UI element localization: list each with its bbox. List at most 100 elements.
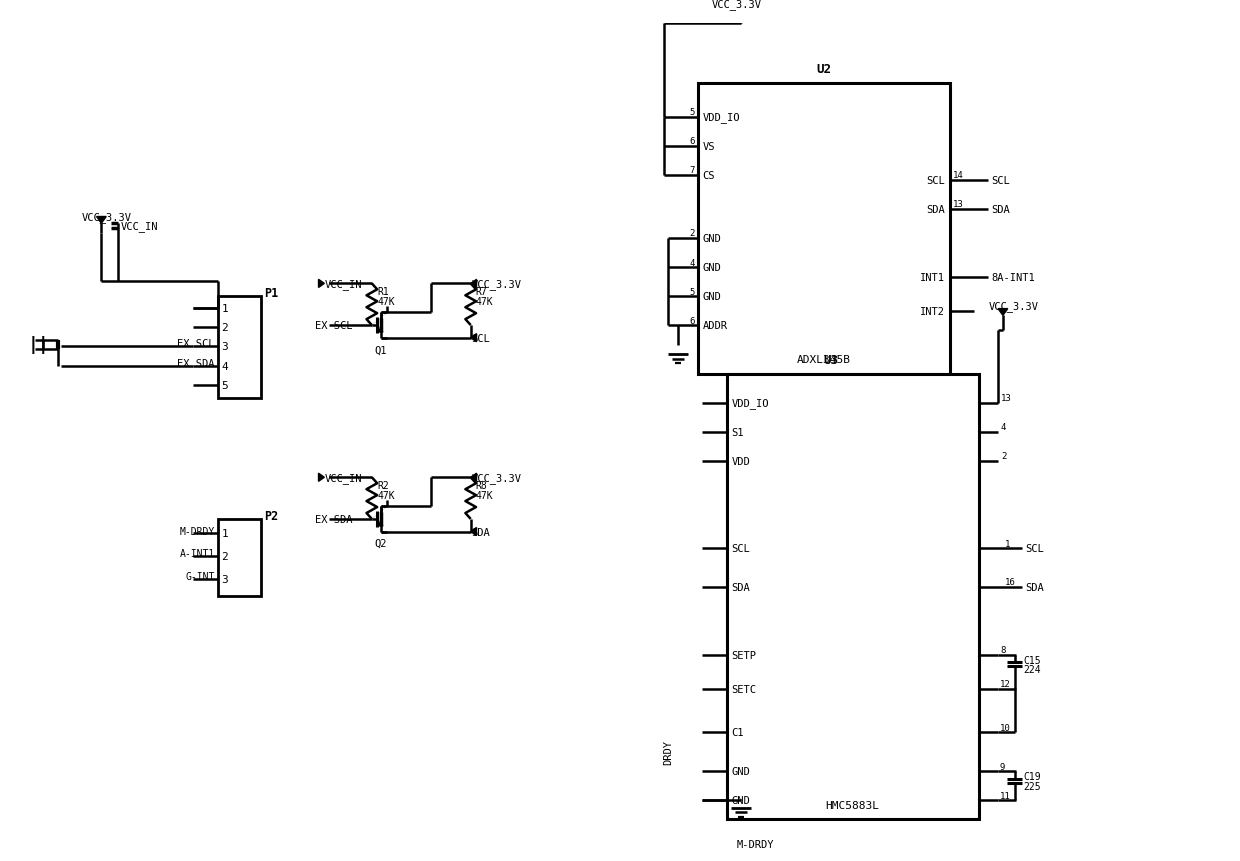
Text: R7: R7 [476, 287, 487, 297]
Polygon shape [471, 474, 476, 482]
Text: 16: 16 [1004, 578, 1016, 587]
Text: EX SDA: EX SDA [315, 514, 352, 524]
Text: 47K: 47K [476, 490, 494, 500]
Text: R2: R2 [378, 480, 389, 491]
Text: M-DRDY: M-DRDY [180, 526, 215, 536]
Text: GND: GND [732, 796, 750, 805]
Text: 10: 10 [999, 723, 1011, 732]
Text: 6: 6 [689, 316, 694, 325]
Text: 1: 1 [222, 303, 228, 313]
Text: 12: 12 [999, 679, 1011, 689]
Text: Q1: Q1 [374, 345, 387, 355]
Polygon shape [998, 309, 1008, 316]
Text: INT1: INT1 [920, 272, 945, 282]
Text: ||: || [27, 336, 50, 354]
Polygon shape [319, 474, 325, 482]
Text: SDA: SDA [991, 205, 1011, 214]
Text: SETC: SETC [732, 684, 756, 694]
Text: VS: VS [702, 141, 715, 152]
Text: P1: P1 [264, 286, 279, 300]
Text: VCC_IN: VCC_IN [325, 279, 362, 289]
Text: 4: 4 [222, 362, 228, 371]
Text: SDA: SDA [926, 205, 945, 214]
Text: 4: 4 [689, 258, 694, 267]
Text: R1: R1 [378, 287, 389, 297]
Text: ADXL345B: ADXL345B [796, 355, 851, 364]
Polygon shape [471, 528, 476, 536]
Polygon shape [471, 280, 476, 288]
Text: SDA: SDA [1025, 582, 1044, 592]
Text: VCC_3.3V: VCC_3.3V [471, 473, 522, 483]
Polygon shape [737, 4, 746, 11]
Text: EX SCL: EX SCL [315, 320, 352, 331]
Text: 47K: 47K [378, 296, 396, 307]
Text: SETP: SETP [732, 650, 756, 660]
Text: Q2: Q2 [374, 538, 387, 548]
Text: 5: 5 [689, 288, 694, 296]
Text: 4: 4 [1001, 423, 1007, 432]
Text: 1: 1 [222, 529, 228, 539]
Text: VDD: VDD [732, 456, 750, 467]
Text: GND: GND [702, 292, 722, 301]
Text: M-DRDY: M-DRDY [737, 839, 774, 849]
Text: VCC_IN: VCC_IN [120, 220, 159, 232]
Text: VCC_3.3V: VCC_3.3V [712, 0, 763, 9]
Text: 2: 2 [222, 551, 228, 561]
Text: VCC_IN: VCC_IN [325, 473, 362, 483]
Text: VCC_3.3V: VCC_3.3V [471, 279, 522, 289]
Text: C19: C19 [1023, 771, 1040, 781]
Text: 5: 5 [689, 108, 694, 117]
Text: SCL: SCL [732, 543, 750, 554]
Bar [727, 375, 978, 820]
Text: EX SCL: EX SCL [177, 339, 215, 349]
Text: SCL: SCL [1025, 543, 1044, 554]
Text: VDD_IO: VDD_IO [732, 398, 769, 409]
Polygon shape [97, 217, 107, 224]
Text: C1: C1 [732, 728, 744, 737]
Text: GND: GND [702, 263, 722, 273]
Text: 2: 2 [689, 229, 694, 238]
Text: ADDR: ADDR [702, 320, 728, 331]
Text: 7: 7 [689, 166, 694, 176]
Text: R8: R8 [476, 480, 487, 491]
Bar [218, 297, 262, 399]
Text: HMC5883L: HMC5883L [826, 800, 879, 810]
Text: 13: 13 [1001, 393, 1012, 403]
Text: 5: 5 [222, 381, 228, 391]
Text: 8: 8 [999, 646, 1006, 654]
Text: 2: 2 [222, 323, 228, 332]
Text: SCL: SCL [991, 176, 1011, 185]
Bar [218, 519, 262, 597]
Text: 47K: 47K [476, 296, 494, 307]
Text: INT2: INT2 [920, 307, 945, 316]
Text: 224: 224 [1023, 665, 1040, 674]
Text: SDA: SDA [471, 527, 491, 537]
Text: G-INT: G-INT [186, 572, 215, 581]
Text: GND: GND [732, 766, 750, 776]
Text: 13: 13 [952, 200, 963, 209]
Text: 3: 3 [222, 342, 228, 352]
Text: 11: 11 [999, 790, 1011, 800]
Text: 47K: 47K [378, 490, 396, 500]
Text: SCL: SCL [471, 333, 491, 344]
Polygon shape [471, 334, 476, 343]
Text: DRDY: DRDY [663, 740, 673, 765]
Text: 8A-INT1: 8A-INT1 [991, 272, 1035, 282]
Text: EX SDA: EX SDA [177, 358, 215, 369]
Text: SDA: SDA [732, 582, 750, 592]
Text: 14: 14 [952, 171, 963, 180]
Text: 225: 225 [1023, 781, 1040, 790]
Text: VCC_3.3V: VCC_3.3V [82, 212, 131, 223]
Text: 9: 9 [999, 762, 1006, 771]
Text: U2: U2 [816, 63, 831, 76]
Text: 2: 2 [1001, 452, 1007, 461]
Bar [698, 84, 950, 375]
Text: 1: 1 [1004, 539, 1011, 548]
Text: S1: S1 [732, 427, 744, 437]
Text: U3: U3 [823, 353, 838, 366]
Text: CS: CS [702, 170, 715, 181]
Text: GND: GND [702, 233, 722, 244]
Text: 6: 6 [689, 137, 694, 146]
Text: VCC_3.3V: VCC_3.3V [988, 300, 1038, 312]
Polygon shape [319, 280, 325, 288]
